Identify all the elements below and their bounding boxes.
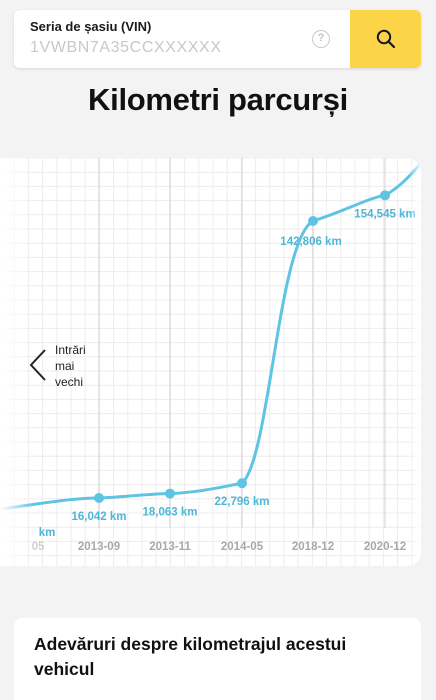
chevron-left-icon — [29, 349, 46, 381]
x-tick-label: 05 — [32, 541, 45, 553]
data-point — [94, 493, 104, 503]
x-tick-label: 2020-12 — [364, 541, 406, 553]
data-point — [165, 488, 175, 499]
x-tick-label: 2018-12 — [292, 541, 334, 553]
vin-field-label: Seria de șasiu (VIN) — [30, 19, 152, 34]
data-label: 154,545 km — [354, 208, 415, 220]
vin-input[interactable] — [30, 39, 310, 57]
x-tick-label: 2013-11 — [149, 541, 191, 553]
data-point — [380, 190, 390, 201]
chart-fade-left — [0, 158, 34, 566]
data-label: 16,042 km — [72, 511, 127, 523]
mileage-facts-section: Adevăruri despre kilometrajul acestui ve… — [14, 618, 421, 700]
help-icon[interactable]: ? — [312, 30, 330, 48]
x-tick-label: 2014-05 — [221, 541, 264, 553]
older-entries-label: Intrări mai vechi — [55, 343, 86, 389]
mileage-chart: km 16,042 km 18,063 km 22,796 km 142,806 km 1… — [0, 158, 421, 566]
vin-search-bar: Seria de șasiu (VIN) ? — [14, 10, 421, 68]
page-title: Kilometri parcurși — [88, 82, 348, 117]
search-button[interactable] — [350, 10, 421, 68]
x-tick-label: 2013-09 — [78, 541, 120, 553]
section-title: Adevăruri despre kilometrajul acestui ve… — [34, 634, 347, 679]
data-point — [237, 478, 247, 489]
data-label: 18,063 km — [143, 507, 198, 519]
data-label: 142,806 km — [280, 236, 341, 248]
data-label: 22,796 km — [215, 496, 270, 508]
data-label: km — [39, 527, 56, 539]
older-entries-button[interactable]: Intrări mai vechi — [28, 342, 108, 392]
mileage-chart-svg: km 16,042 km 18,063 km 22,796 km 142,806 km 1… — [0, 158, 421, 566]
search-icon — [376, 29, 395, 49]
data-point — [308, 215, 318, 226]
chart-fade-right — [409, 158, 421, 566]
